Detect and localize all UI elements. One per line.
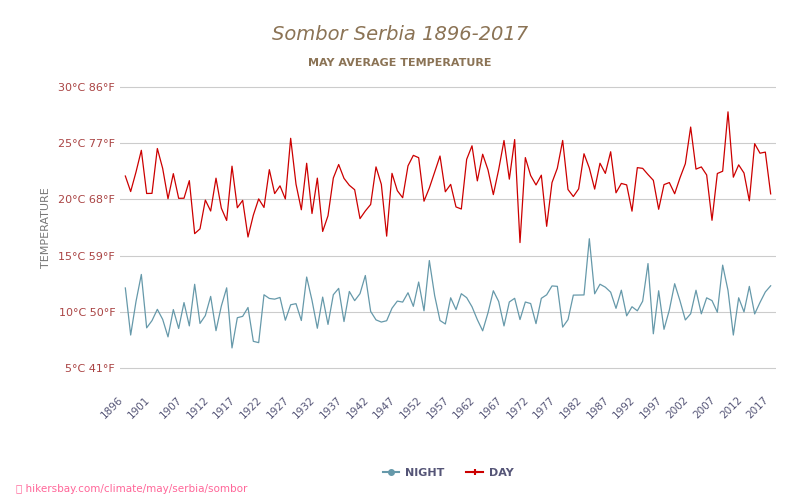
Text: 📍 hikersbay.com/climate/may/serbia/sombor: 📍 hikersbay.com/climate/may/serbia/sombo… <box>16 484 247 494</box>
Y-axis label: TEMPERATURE: TEMPERATURE <box>41 187 51 268</box>
Legend: NIGHT, DAY: NIGHT, DAY <box>378 463 518 482</box>
Text: Sombor Serbia 1896-2017: Sombor Serbia 1896-2017 <box>272 25 528 44</box>
Text: MAY AVERAGE TEMPERATURE: MAY AVERAGE TEMPERATURE <box>308 58 492 68</box>
